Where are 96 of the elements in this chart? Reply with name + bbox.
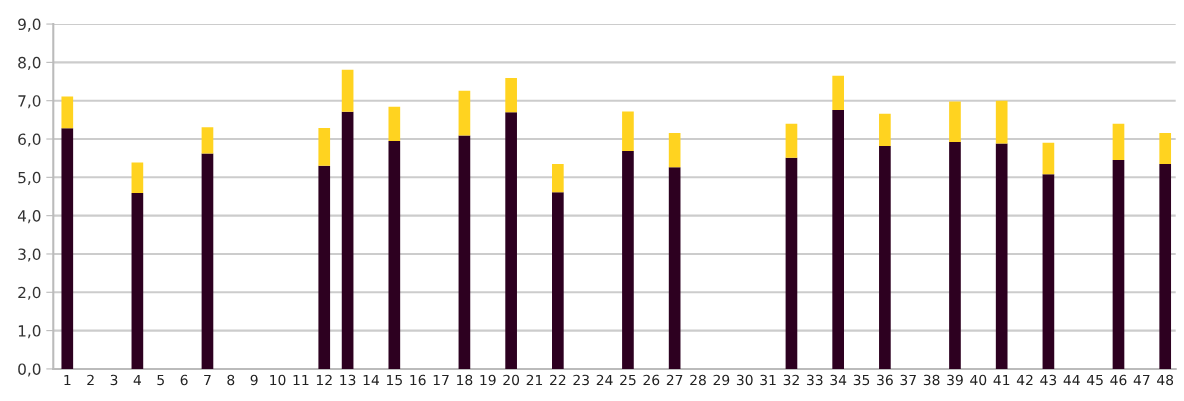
x-tick-label: 2	[87, 374, 94, 386]
x-tick-label: 1	[64, 374, 71, 386]
x-tick-label: 4	[133, 374, 142, 386]
y-tick-label: 2,0	[18, 286, 41, 300]
x-tick-label: 14	[363, 374, 380, 386]
x-tick-label: 35	[853, 374, 870, 386]
x-tick-label: 36	[877, 374, 893, 386]
bar	[668, 132, 681, 168]
x-tick-label: 15	[387, 374, 402, 386]
y-tick-label: 8,0	[18, 56, 41, 70]
x-tick-label: 19	[480, 374, 496, 386]
x-tick-label: 27	[666, 374, 683, 386]
bar	[949, 142, 961, 369]
x-tick-label: 44	[1063, 374, 1080, 386]
bar	[832, 75, 844, 110]
bar	[552, 163, 564, 193]
bar	[949, 101, 961, 143]
x-tick-label: 40	[970, 374, 987, 386]
bar	[341, 69, 354, 112]
x-tick-label: 38	[923, 374, 940, 386]
bar	[201, 127, 214, 154]
bar	[505, 78, 517, 113]
bar	[995, 143, 1008, 369]
x-tick-label: 3	[110, 374, 118, 386]
x-tick-label: 20	[503, 374, 520, 386]
bar	[131, 193, 144, 369]
bar	[995, 100, 1008, 144]
bar	[318, 165, 331, 369]
x-tick-label: 21	[526, 374, 543, 386]
bar	[61, 128, 74, 369]
x-tick-label: 31	[760, 374, 776, 386]
y-tick-label: 7,0	[18, 95, 41, 109]
bar	[505, 112, 517, 369]
bar	[201, 153, 214, 369]
y-tick-label: 9,0	[18, 18, 41, 32]
x-tick-label: 48	[1157, 374, 1174, 386]
x-tick-label: 39	[947, 374, 963, 386]
bar	[1042, 174, 1055, 369]
x-tick-label: 12	[316, 374, 332, 386]
bar	[668, 167, 681, 369]
x-tick-label: 5	[157, 374, 164, 386]
bar	[622, 150, 634, 369]
x-tick-label: 32	[783, 374, 799, 386]
x-tick-label: 33	[807, 374, 823, 386]
x-tick-label: 16	[410, 374, 426, 386]
bar	[388, 140, 401, 369]
y-tick-label: 3,0	[18, 248, 41, 262]
x-tick-label: 46	[1110, 374, 1127, 386]
x-tick-label: 37	[900, 374, 916, 386]
bar	[61, 96, 74, 129]
bar	[318, 127, 331, 166]
x-tick-label: 13	[340, 374, 356, 386]
y-tick-label: 0,0	[18, 363, 41, 377]
x-tick-label: 25	[620, 374, 636, 386]
bar	[879, 113, 891, 146]
bar	[552, 192, 564, 369]
y-tick-label: 5,0	[18, 171, 41, 185]
bar	[1112, 160, 1125, 369]
y-tick-label: 4,0	[17, 210, 41, 224]
x-tick-label: 23	[573, 374, 589, 386]
bar	[458, 90, 471, 136]
bar	[832, 109, 844, 369]
bar	[1159, 163, 1172, 369]
x-tick-label: 24	[596, 374, 613, 386]
bar	[879, 145, 891, 369]
x-tick-label: 9	[250, 374, 258, 386]
x-tick-label: 11	[293, 374, 309, 386]
y-tick-label: 1,0	[18, 325, 41, 339]
x-tick-label: 10	[270, 374, 286, 386]
bar	[341, 111, 354, 369]
x-tick-label: 41	[993, 374, 1010, 386]
x-tick-label: 17	[433, 374, 449, 386]
x-tick-label: 18	[457, 374, 473, 386]
y-tick-label: 6,0	[18, 133, 41, 147]
x-tick-label: 29	[713, 374, 730, 386]
bar	[785, 157, 798, 369]
bar	[1112, 123, 1125, 161]
x-tick-label: 26	[643, 374, 660, 386]
bar	[458, 135, 471, 369]
x-tick-label: 28	[690, 374, 706, 386]
x-tick-label: 34	[830, 374, 847, 386]
x-tick-label: 8	[227, 374, 235, 386]
x-tick-label: 6	[180, 374, 188, 386]
x-tick-label: 22	[550, 374, 566, 386]
bar	[388, 106, 401, 141]
bar	[622, 111, 634, 151]
x-tick-label: 42	[1016, 374, 1033, 386]
x-tick-label: 47	[1133, 374, 1150, 386]
bar	[785, 123, 798, 158]
bar	[1159, 132, 1172, 164]
bar	[131, 162, 144, 194]
x-tick-label: 30	[736, 374, 753, 386]
bar	[1042, 142, 1055, 175]
x-tick-label: 43	[1040, 374, 1057, 386]
x-tick-label: 7	[204, 374, 211, 386]
x-tick-label: 45	[1086, 374, 1103, 386]
